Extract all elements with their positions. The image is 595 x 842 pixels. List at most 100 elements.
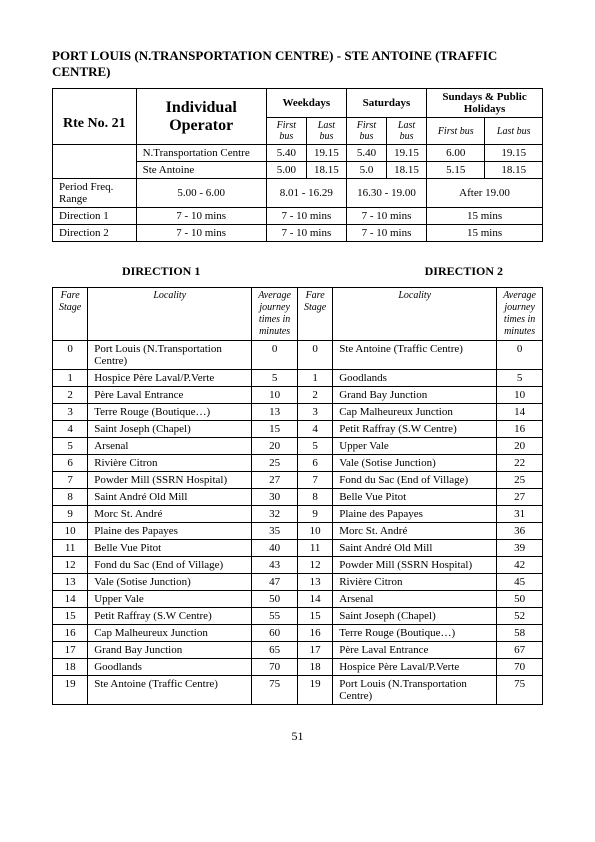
fare-stage: 18 [53, 659, 88, 676]
freq-cell: 7 - 10 mins [266, 208, 346, 225]
locality: Upper Vale [333, 438, 497, 455]
fare-stage: 13 [53, 574, 88, 591]
fare-stage: 16 [53, 625, 88, 642]
locality: Hospice Père Laval/P.Verte [88, 370, 252, 387]
freq-cell: 7 - 10 mins [136, 225, 266, 242]
col-stage: Fare Stage [53, 288, 88, 341]
fare-stage: 6 [53, 455, 88, 472]
locality: Grand Bay Junction [333, 387, 497, 404]
journey-time: 5 [252, 370, 298, 387]
cell: 6.00 [427, 145, 485, 162]
journey-time: 10 [497, 387, 543, 404]
freq-cell: 7 - 10 mins [136, 208, 266, 225]
locality: Port Louis (N.Transportation Centre) [333, 676, 497, 705]
locality: Upper Vale [88, 591, 252, 608]
journey-time: 65 [252, 642, 298, 659]
fare-stage: 3 [298, 404, 333, 421]
journey-time: 0 [497, 341, 543, 370]
fare-stage: 6 [298, 455, 333, 472]
locality: Saint Joseph (Chapel) [88, 421, 252, 438]
fare-stage: 13 [298, 574, 333, 591]
journey-time: 16 [497, 421, 543, 438]
journey-time: 31 [497, 506, 543, 523]
fare-stage: 11 [53, 540, 88, 557]
journey-time: 70 [497, 659, 543, 676]
saturdays-header: Saturdays [346, 89, 426, 118]
fare-stage: 5 [53, 438, 88, 455]
fare-stage: 19 [53, 676, 88, 705]
journey-time: 30 [252, 489, 298, 506]
locality: Rivière Citron [88, 455, 252, 472]
direction-2-header: DIRECTION 2 [425, 264, 503, 279]
col-time: Average journey times in minutes [497, 288, 543, 341]
journey-time: 20 [252, 438, 298, 455]
locality: Belle Vue Pitot [333, 489, 497, 506]
journey-time: 20 [497, 438, 543, 455]
cell: 5.0 [346, 162, 386, 179]
journey-time: 5 [497, 370, 543, 387]
fare-stage: 7 [298, 472, 333, 489]
locality: Plaine des Papayes [88, 523, 252, 540]
journey-time: 14 [497, 404, 543, 421]
freq-row-label: Direction 2 [53, 225, 137, 242]
fare-stage: 1 [53, 370, 88, 387]
locality: Belle Vue Pitot [88, 540, 252, 557]
col-locality: Locality [333, 288, 497, 341]
first-bus-label: First bus [346, 118, 386, 145]
cell: 5.00 [266, 162, 306, 179]
locality: Grand Bay Junction [88, 642, 252, 659]
freq-cell: 7 - 10 mins [346, 225, 426, 242]
freq-cell: 15 mins [427, 225, 543, 242]
fare-stage: 3 [53, 404, 88, 421]
journey-time: 50 [497, 591, 543, 608]
weekdays-header: Weekdays [266, 89, 346, 118]
locality: Vale (Sotise Junction) [333, 455, 497, 472]
locality: Hospice Père Laval/P.Verte [333, 659, 497, 676]
fare-stage: 4 [298, 421, 333, 438]
journey-time: 60 [252, 625, 298, 642]
journey-time: 50 [252, 591, 298, 608]
fare-stage: 15 [298, 608, 333, 625]
locality: Terre Rouge (Boutique…) [333, 625, 497, 642]
cell: 18.15 [485, 162, 543, 179]
journey-time: 22 [497, 455, 543, 472]
cell: 5.15 [427, 162, 485, 179]
fare-stage: 15 [53, 608, 88, 625]
fare-stage: 17 [298, 642, 333, 659]
fare-stage: 11 [298, 540, 333, 557]
first-bus-label: First bus [266, 118, 306, 145]
fare-stage: 16 [298, 625, 333, 642]
fare-stage: 2 [298, 387, 333, 404]
journey-time: 52 [497, 608, 543, 625]
locality: Powder Mill (SSRN Hospital) [88, 472, 252, 489]
operator-label: Individual Operator [136, 89, 266, 145]
locality: Goodlands [333, 370, 497, 387]
journey-time: 42 [497, 557, 543, 574]
last-bus-label: Last bus [306, 118, 346, 145]
freq-cell: 15 mins [427, 208, 543, 225]
journey-time: 36 [497, 523, 543, 540]
locality: Saint Joseph (Chapel) [333, 608, 497, 625]
fare-stage: 0 [298, 341, 333, 370]
last-bus-label: Last bus [485, 118, 543, 145]
col-stage: Fare Stage [298, 288, 333, 341]
cell: 5.40 [346, 145, 386, 162]
cell: 19.15 [485, 145, 543, 162]
fare-stage: 12 [298, 557, 333, 574]
journey-time: 25 [252, 455, 298, 472]
fare-stage: 12 [53, 557, 88, 574]
cell: 18.15 [306, 162, 346, 179]
stop-name: Ste Antoine [136, 162, 266, 179]
locality: Vale (Sotise Junction) [88, 574, 252, 591]
first-bus-label: First bus [427, 118, 485, 145]
journey-time: 67 [497, 642, 543, 659]
locality: Fond du Sac (End of Village) [88, 557, 252, 574]
locality: Ste Antoine (Traffic Centre) [333, 341, 497, 370]
freq-row-label: Period Freq. Range [53, 179, 137, 208]
locality: Fond du Sac (End of Village) [333, 472, 497, 489]
locality: Petit Raffray (S.W Centre) [88, 608, 252, 625]
locality: Saint André Old Mill [333, 540, 497, 557]
journey-time: 39 [497, 540, 543, 557]
journey-time: 13 [252, 404, 298, 421]
page-title: PORT LOUIS (N.TRANSPORTATION CENTRE) - S… [52, 48, 543, 80]
